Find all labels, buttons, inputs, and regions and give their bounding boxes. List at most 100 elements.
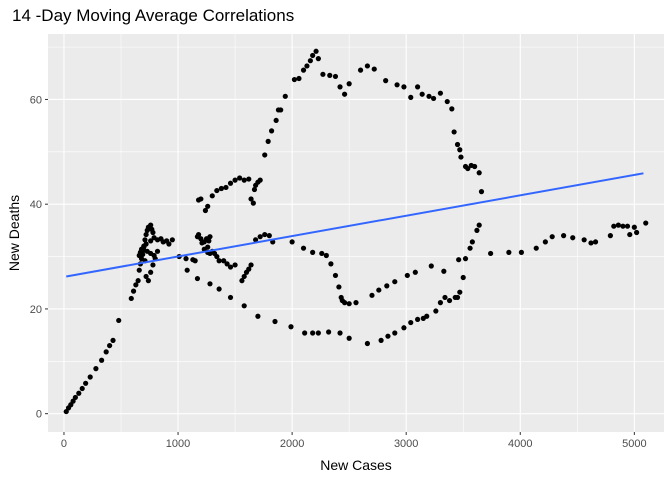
chart-title: 14 -Day Moving Average Correlations <box>12 6 295 25</box>
data-point <box>262 152 268 158</box>
x-axis-title: New Cases <box>320 457 392 473</box>
data-point <box>643 220 649 226</box>
data-point <box>218 185 224 192</box>
data-point <box>72 394 78 401</box>
data-point <box>216 258 222 264</box>
data-point <box>449 106 455 112</box>
data-point <box>415 84 421 90</box>
x-tick-label: 4000 <box>508 438 532 450</box>
data-point <box>268 128 275 134</box>
data-point <box>624 223 631 229</box>
data-point <box>437 90 444 96</box>
data-point <box>420 315 426 321</box>
y-axis-title: New Deaths <box>6 195 22 271</box>
data-point <box>183 256 189 262</box>
data-point <box>310 249 316 255</box>
data-point <box>620 223 626 229</box>
data-point <box>128 295 134 302</box>
data-point <box>457 289 463 295</box>
data-point <box>272 318 278 325</box>
data-point <box>79 385 85 392</box>
data-point <box>199 240 205 246</box>
data-point <box>304 63 310 69</box>
data-point <box>385 333 391 339</box>
trend-line <box>66 172 644 278</box>
data-point <box>216 286 222 292</box>
data-point <box>383 78 389 84</box>
data-point <box>462 256 469 262</box>
data-point <box>83 380 89 386</box>
data-point <box>341 300 348 306</box>
data-point <box>143 273 149 280</box>
data-point <box>376 287 382 293</box>
data-point <box>302 330 308 336</box>
data-point <box>371 66 377 72</box>
data-point <box>223 184 229 191</box>
data-point <box>107 342 113 349</box>
data-point <box>472 163 478 170</box>
data-point <box>262 231 268 238</box>
data-point <box>93 366 99 372</box>
data-point <box>454 141 461 148</box>
data-point <box>251 186 258 193</box>
data-point <box>198 236 204 242</box>
data-point <box>143 231 149 238</box>
data-point <box>444 98 450 105</box>
data-point <box>570 235 576 241</box>
data-point <box>430 95 437 102</box>
data-point <box>209 193 215 199</box>
data-point <box>150 262 156 268</box>
data-point <box>415 316 421 323</box>
data-point <box>364 340 371 347</box>
data-point <box>394 82 400 88</box>
data-point <box>451 129 457 135</box>
data-point <box>442 294 448 301</box>
data-point <box>227 264 234 270</box>
data-point <box>239 278 245 284</box>
data-point <box>384 283 390 289</box>
data-point <box>369 292 375 298</box>
data-point <box>307 58 313 64</box>
data-point <box>232 262 238 268</box>
data-point <box>296 75 302 82</box>
data-point <box>353 300 359 306</box>
data-point <box>150 229 156 236</box>
data-point <box>99 357 105 363</box>
data-point <box>273 117 279 124</box>
data-point <box>214 253 220 260</box>
data-point <box>346 335 352 341</box>
y-tick-label: 0 <box>36 409 42 421</box>
plot-panel <box>48 34 664 432</box>
data-point <box>408 319 414 326</box>
data-point <box>151 252 157 259</box>
data-point <box>581 237 587 243</box>
data-point <box>452 294 458 301</box>
data-point <box>327 72 333 78</box>
data-point <box>518 249 525 255</box>
data-point <box>488 250 494 257</box>
data-point <box>346 81 352 87</box>
data-point <box>607 233 613 239</box>
data-point <box>404 272 410 279</box>
data-point <box>195 231 202 238</box>
data-point <box>246 176 252 182</box>
data-point <box>506 249 512 255</box>
data-point <box>166 241 172 247</box>
data-point <box>310 52 316 59</box>
y-tick-label: 40 <box>30 199 42 211</box>
x-tick-label: 5000 <box>622 438 646 450</box>
data-point <box>265 138 271 144</box>
x-tick-label: 1000 <box>166 438 190 450</box>
data-point <box>592 239 599 245</box>
data-point <box>533 245 539 251</box>
data-point <box>346 301 352 307</box>
data-point <box>426 93 432 99</box>
data-point <box>441 268 447 274</box>
data-point <box>282 93 288 99</box>
data-point <box>467 245 473 251</box>
data-point <box>446 297 453 304</box>
data-point <box>478 189 485 195</box>
data-point <box>320 71 326 77</box>
data-point <box>332 272 339 279</box>
data-point <box>364 63 371 69</box>
